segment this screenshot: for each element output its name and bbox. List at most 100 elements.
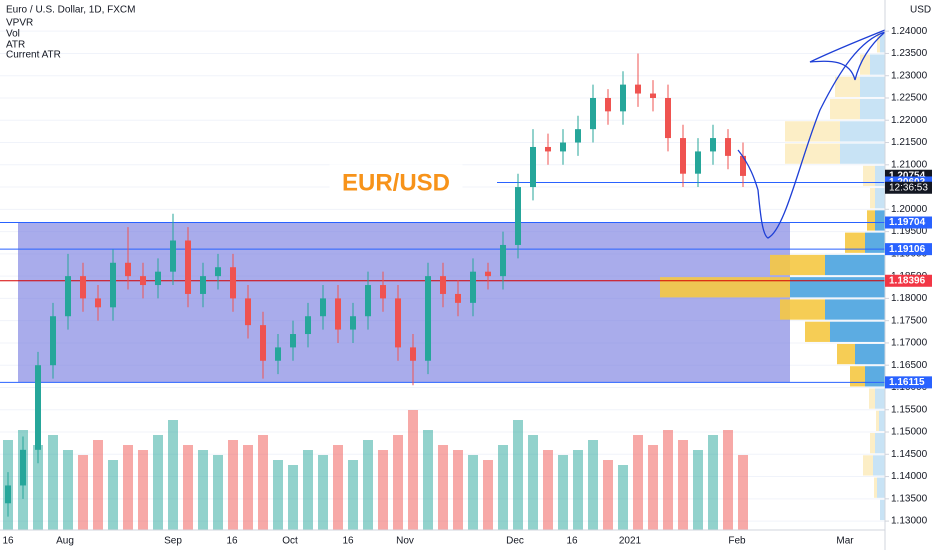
profile-up bbox=[875, 388, 885, 409]
volume-bar bbox=[228, 440, 238, 530]
y-tick-label: 1.15500 bbox=[891, 404, 928, 415]
volume-bar bbox=[48, 435, 58, 530]
y-tick-label: 1.22000 bbox=[891, 115, 928, 126]
candle-body bbox=[470, 271, 476, 303]
hand-drawing bbox=[737, 29, 886, 239]
volume-bar bbox=[318, 455, 328, 530]
price-marker bbox=[885, 376, 932, 389]
candle-body bbox=[35, 365, 41, 450]
symbol-title: Euro / U.S. Dollar, 1D, FXCM bbox=[6, 5, 135, 16]
profile-up bbox=[879, 410, 885, 432]
x-tick-label: 16 bbox=[2, 536, 14, 547]
y-tick-label: 1.13000 bbox=[891, 516, 928, 527]
volume-bar bbox=[93, 440, 103, 530]
volume-bar bbox=[483, 460, 493, 530]
volume-bar bbox=[258, 435, 268, 530]
volume-bar bbox=[558, 455, 568, 530]
candle-body bbox=[515, 187, 521, 245]
price-marker-label: 1.18396 bbox=[889, 275, 926, 286]
annotation-box bbox=[329, 164, 463, 202]
volume-bar bbox=[423, 430, 433, 530]
volume-bar bbox=[618, 465, 628, 530]
volume-bar bbox=[363, 440, 373, 530]
x-tick-label: 16 bbox=[342, 536, 354, 547]
volume-bar bbox=[153, 435, 163, 530]
volume-bar bbox=[108, 460, 118, 530]
price-marker-label: 1.19704 bbox=[889, 217, 926, 228]
profile-down bbox=[876, 410, 879, 432]
candle-body bbox=[335, 298, 341, 330]
candle-body bbox=[365, 285, 371, 317]
candle-body bbox=[305, 316, 311, 335]
y-tick-label: 1.23000 bbox=[891, 70, 928, 81]
candle-body bbox=[530, 146, 536, 188]
candle-body bbox=[575, 129, 581, 143]
x-tick-label: Oct bbox=[282, 536, 298, 547]
volume-bar bbox=[378, 450, 388, 530]
x-tick-label: Nov bbox=[396, 536, 414, 547]
volume-bar bbox=[663, 430, 673, 530]
indicator: ATR bbox=[6, 40, 25, 51]
x-tick-label: 2021 bbox=[619, 536, 642, 547]
y-tick-label: 1.18000 bbox=[891, 293, 928, 304]
volume-bar bbox=[138, 450, 148, 530]
candle-body bbox=[80, 276, 86, 299]
profile-down bbox=[785, 143, 840, 164]
profile-up bbox=[865, 232, 885, 253]
volume-bar bbox=[183, 445, 193, 530]
candle-body bbox=[605, 97, 611, 112]
annotation: EUR/USD bbox=[342, 169, 450, 196]
price-marker bbox=[885, 243, 932, 256]
profile-up bbox=[880, 499, 885, 521]
volume-bar bbox=[123, 445, 133, 530]
y-tick-label: 1.16500 bbox=[891, 360, 928, 371]
profile-up bbox=[860, 98, 885, 120]
candle-body bbox=[215, 267, 221, 277]
currency: USD bbox=[910, 5, 931, 16]
profile-down bbox=[869, 388, 875, 409]
candle-body bbox=[695, 151, 701, 174]
indicator: Current ATR bbox=[6, 50, 61, 61]
volume-bar bbox=[648, 445, 658, 530]
candle-body bbox=[545, 146, 551, 152]
profile-up bbox=[840, 143, 885, 164]
profile-down bbox=[837, 343, 855, 365]
candle-body bbox=[410, 347, 416, 361]
profile-up bbox=[873, 455, 885, 476]
volume-bar bbox=[633, 435, 643, 530]
candle-body bbox=[290, 334, 296, 348]
profile-up bbox=[875, 165, 885, 187]
candle-body bbox=[275, 347, 281, 361]
candle-body bbox=[395, 298, 401, 348]
volume-bar bbox=[303, 450, 313, 530]
volume-bar bbox=[708, 435, 718, 530]
profile-down bbox=[863, 165, 875, 187]
y-tick-label: 1.14000 bbox=[891, 471, 928, 482]
profile-up bbox=[877, 477, 885, 498]
y-tick-label: 1.19500 bbox=[891, 226, 928, 237]
profile-down bbox=[845, 232, 865, 253]
volume-bar bbox=[678, 440, 688, 530]
profile-down bbox=[863, 455, 873, 476]
profile-up bbox=[875, 188, 885, 209]
profile-down bbox=[830, 98, 860, 120]
candle-body bbox=[380, 285, 386, 299]
y-tick-label: 1.24000 bbox=[891, 26, 928, 37]
profile-down bbox=[660, 277, 790, 298]
profile-up bbox=[825, 254, 885, 276]
profile-up bbox=[880, 32, 885, 53]
candle-body bbox=[110, 262, 116, 308]
x-tick-label: 16 bbox=[566, 536, 578, 547]
price-marker bbox=[885, 274, 932, 287]
zone bbox=[18, 222, 790, 383]
y-tick-label: 1.17500 bbox=[891, 315, 928, 326]
profile-up bbox=[855, 343, 885, 365]
candle-body bbox=[185, 240, 191, 294]
volume-bar bbox=[348, 460, 358, 530]
volume-bar bbox=[588, 440, 598, 530]
volume-bar bbox=[498, 445, 508, 530]
profile-up bbox=[870, 54, 885, 75]
volume-bar bbox=[78, 455, 88, 530]
candle-body bbox=[5, 485, 11, 504]
y-tick-label: 1.13500 bbox=[891, 493, 928, 504]
